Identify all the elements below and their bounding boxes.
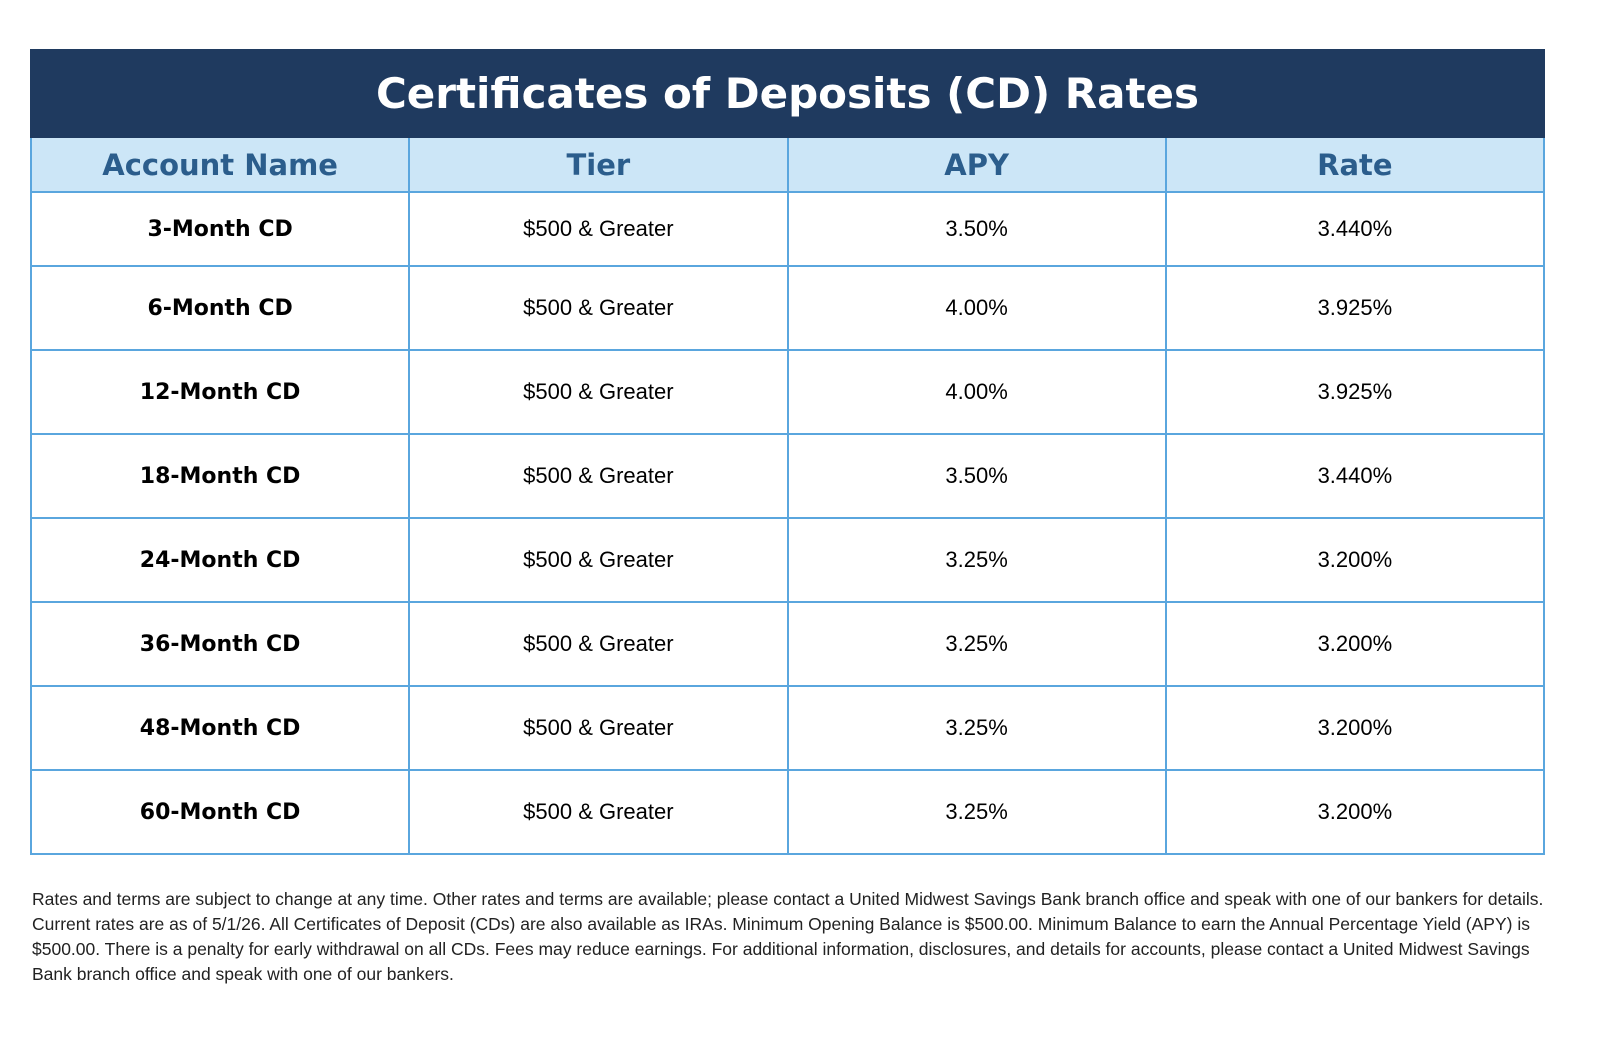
apy-cell: 3.25% (786, 517, 1167, 603)
table-row: 24-Month CD $500 & Greater 3.25% 3.200% (29, 517, 1546, 603)
account-name-cell: 24-Month CD (29, 517, 411, 603)
account-name-cell: 60-Month CD (29, 769, 411, 855)
apy-cell: 3.25% (786, 769, 1167, 855)
rate-cell: 3.925% (1164, 265, 1546, 351)
account-name-cell: 18-Month CD (29, 433, 411, 519)
table-row: 12-Month CD $500 & Greater 4.00% 3.925% (29, 349, 1546, 435)
table-row: 3-Month CD $500 & Greater 3.50% 3.440% (29, 191, 1546, 267)
table-title: Certificates of Deposits (CD) Rates (30, 49, 1545, 138)
apy-cell: 3.25% (786, 601, 1167, 687)
table-row: 60-Month CD $500 & Greater 3.25% 3.200% (29, 769, 1546, 855)
rate-cell: 3.440% (1164, 191, 1546, 267)
apy-cell: 3.50% (786, 433, 1167, 519)
apy-cell: 4.00% (786, 265, 1167, 351)
table-title-row: Certificates of Deposits (CD) Rates (30, 49, 1545, 138)
account-name-cell: 3-Month CD (29, 191, 411, 267)
rate-cell: 3.440% (1164, 433, 1546, 519)
account-name-cell: 12-Month CD (29, 349, 411, 435)
tier-cell: $500 & Greater (408, 601, 789, 687)
column-header-apy: APY (786, 136, 1167, 193)
apy-cell: 4.00% (786, 349, 1167, 435)
tier-cell: $500 & Greater (408, 433, 789, 519)
column-header-rate: Rate (1164, 136, 1546, 193)
table-row: 6-Month CD $500 & Greater 4.00% 3.925% (29, 265, 1546, 351)
table-header-row: Account Name Tier APY Rate (29, 136, 1546, 193)
tier-cell: $500 & Greater (408, 191, 789, 267)
column-header-account-name: Account Name (29, 136, 411, 193)
account-name-cell: 6-Month CD (29, 265, 411, 351)
rate-cell: 3.200% (1164, 769, 1546, 855)
apy-cell: 3.25% (786, 685, 1167, 771)
cd-rates-table: Certificates of Deposits (CD) Rates Acco… (29, 49, 1546, 855)
rate-cell: 3.200% (1164, 517, 1546, 603)
rate-cell: 3.925% (1164, 349, 1546, 435)
disclaimer-text: Rates and terms are subject to change at… (32, 889, 1544, 984)
tier-cell: $500 & Greater (408, 685, 789, 771)
rate-cell: 3.200% (1164, 685, 1546, 771)
account-name-cell: 48-Month CD (29, 685, 411, 771)
rate-cell: 3.200% (1164, 601, 1546, 687)
tier-cell: $500 & Greater (408, 265, 789, 351)
account-name-cell: 36-Month CD (29, 601, 411, 687)
table-row: 36-Month CD $500 & Greater 3.25% 3.200% (29, 601, 1546, 687)
tier-cell: $500 & Greater (408, 769, 789, 855)
tier-cell: $500 & Greater (408, 349, 789, 435)
table-row: 18-Month CD $500 & Greater 3.50% 3.440% (29, 433, 1546, 519)
column-header-tier: Tier (408, 136, 789, 193)
tier-cell: $500 & Greater (408, 517, 789, 603)
table-row: 48-Month CD $500 & Greater 3.25% 3.200% (29, 685, 1546, 771)
apy-cell: 3.50% (786, 191, 1167, 267)
